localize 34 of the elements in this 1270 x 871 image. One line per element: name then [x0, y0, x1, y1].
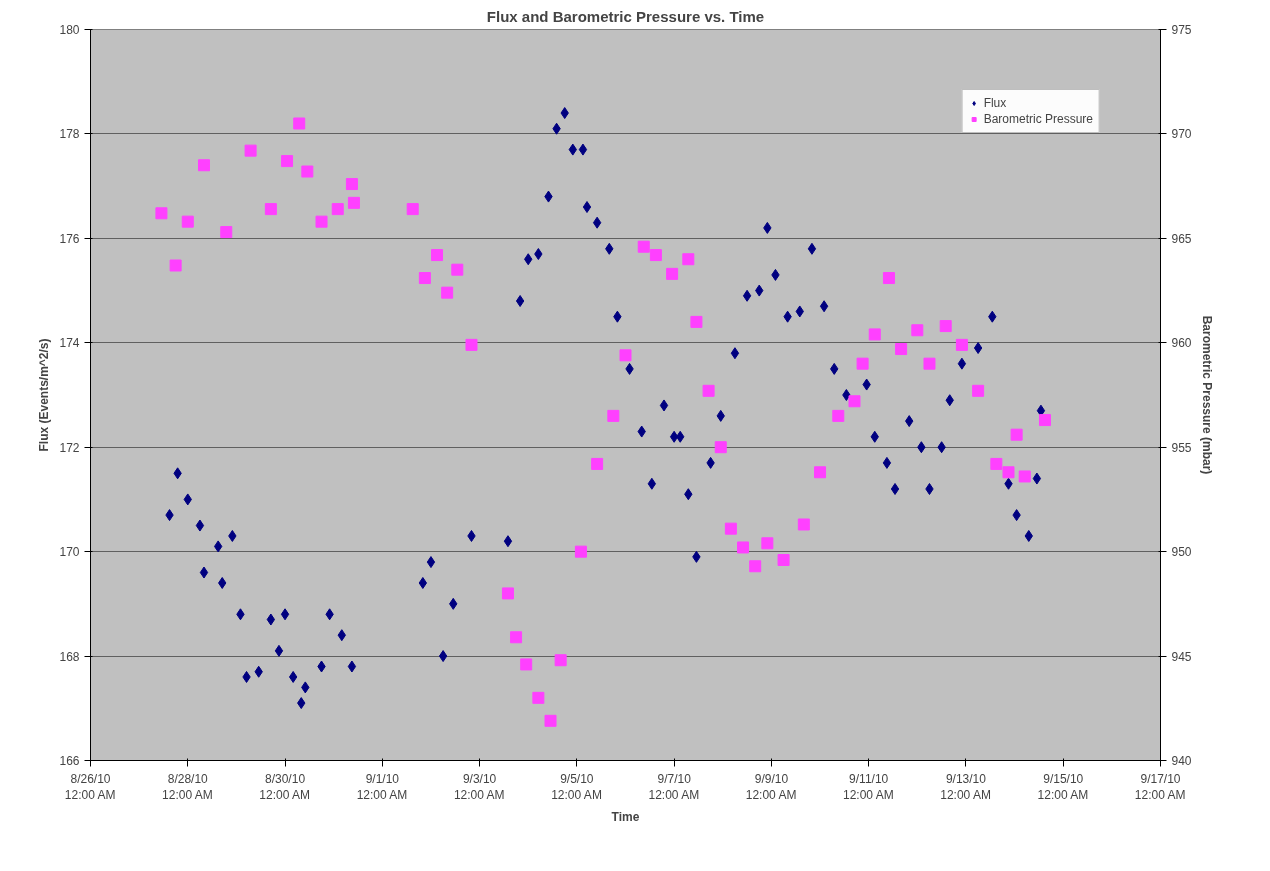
y2-tick-label: 965	[1171, 231, 1192, 246]
legend-label: Flux	[983, 96, 1007, 110]
y-tick-label: 166	[59, 754, 80, 768]
x-tick-label: 9/1/10 12:00 AM	[356, 771, 408, 803]
x-tick-label: 9/15/10 12:00 AM	[1037, 771, 1089, 803]
y2-axis-title: Barometric Pressure (mbar)	[1199, 315, 1214, 475]
x-axis-title: Time	[611, 810, 640, 825]
x-tick-label: 9/7/10 12:00 AM	[648, 771, 700, 803]
legend-label: Barometric Pressure	[983, 112, 1093, 126]
x-tick-label: 9/9/10 12:00 AM	[745, 771, 797, 803]
x-tick-label: 9/11/10 12:00 AM	[843, 771, 894, 803]
y-tick-label: 178	[59, 127, 80, 142]
y2-tick-label: 945	[1171, 649, 1192, 664]
y-tick-label: 170	[59, 545, 80, 560]
y-tick-label: 180	[59, 23, 80, 37]
y-tick-label: 168	[59, 649, 80, 664]
x-tick-label: 8/28/10 12:00 AM	[162, 771, 213, 803]
y2-tick-label: 955	[1171, 440, 1192, 455]
x-tick-label: 9/5/10 12:00 AM	[551, 771, 602, 803]
y-tick-label: 174	[59, 336, 80, 351]
y-tick-label: 172	[59, 440, 80, 455]
y-axis-title: Flux (Events/m^2/s)	[37, 338, 52, 452]
chart-title: Flux and Barometric Pressure vs. Time	[486, 7, 765, 25]
y2-tick-label: 960	[1171, 336, 1192, 351]
y-tick-label: 176	[59, 231, 80, 246]
x-tick-label: 9/3/10 12:00 AM	[453, 771, 505, 803]
x-tick-label: 9/13/10 12:00 AM	[940, 771, 991, 803]
y2-tick-label: 970	[1171, 127, 1192, 142]
x-tick-label: 8/30/10 12:00 AM	[259, 771, 311, 803]
y2-tick-label: 940	[1171, 754, 1192, 768]
y2-tick-label: 975	[1171, 23, 1192, 37]
x-tick-label: 9/17/10 12:00 AM	[1134, 771, 1186, 803]
x-tick-label: 8/26/10 12:00 AM	[64, 771, 116, 803]
y2-tick-label: 950	[1171, 545, 1192, 560]
